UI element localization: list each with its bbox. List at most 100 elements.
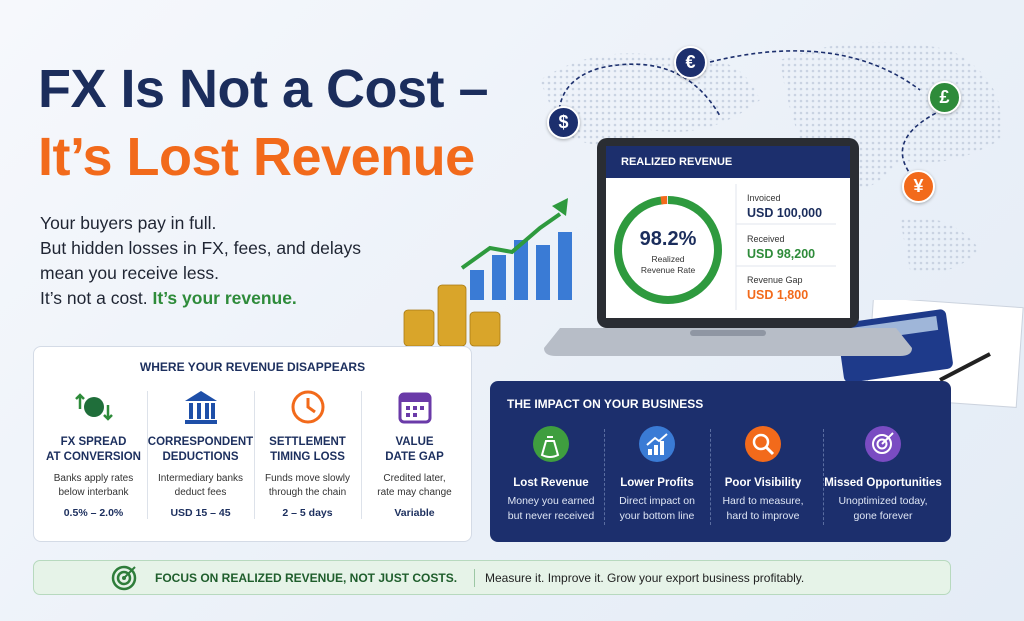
intro-line: But hidden losses in FX, fees, and delay… (40, 238, 362, 258)
impact-title: THE IMPACT ON YOUR BUSINESS (507, 397, 704, 411)
loss-title-line: CORRESPONDENT (147, 436, 254, 448)
title-line-1: FX Is Not a Cost – (38, 59, 489, 119)
stat-label: Invoiced (747, 193, 781, 203)
impact-title: Missed Opportunities (824, 477, 942, 489)
intro-closing: It’s not a cost. It’s your revenue. (40, 286, 361, 311)
rate-label-line: Revenue Rate (640, 265, 696, 275)
footer-divider (474, 569, 475, 587)
impact-description: Hard to measure, hard to improve (710, 494, 816, 524)
currency-symbol: £ (928, 81, 961, 114)
impact-title: Lost Revenue (513, 477, 589, 489)
loss-icon (398, 392, 431, 424)
loss-item: VALUE DATE GAP Credited later, rate may cha… (361, 387, 468, 527)
loss-description: Intermediary banks deduct fees (147, 472, 254, 500)
stat-label: Received (747, 234, 785, 244)
stat-value: USD 100,000 (747, 206, 823, 220)
stat-value: USD 1,800 (747, 288, 809, 302)
loss-value: Variable (394, 507, 435, 519)
impact-title: Poor Visibility (724, 477, 802, 489)
loss-item: SETTLEMENT TIMING LOSS Funds move slowly th… (254, 387, 361, 527)
impact-item: Lower Profits Direct impact on your bottom… (604, 425, 710, 524)
loss-description-line: through the chain (268, 487, 347, 498)
impact-title: Lower Profits (620, 477, 694, 489)
loss-title: SETTLEMENT TIMING LOSS (254, 435, 361, 467)
growth-illustration (403, 198, 572, 347)
loss-item: FX SPREAD AT CONVERSION Banks apply rates b… (40, 387, 147, 527)
loss-icon (74, 393, 113, 421)
loss-title-line: VALUE (395, 436, 434, 448)
impact-icon (745, 426, 781, 462)
loss-title-line: AT CONVERSION (46, 451, 141, 463)
impact-item: Lost Revenue Money you earned but never re… (498, 425, 604, 524)
loss-icon (184, 391, 217, 424)
laptop (544, 138, 912, 356)
loss-item: CORRESPONDENT DEDUCTIONS Intermediary bank… (147, 387, 254, 527)
loss-description-line: Banks apply rates (53, 473, 134, 484)
loss-divider (254, 391, 255, 519)
intro-line: Your buyers pay in full. (40, 213, 217, 233)
loss-title-line: SETTLEMENT (269, 436, 346, 448)
impact-description-line: Hard to measure, (722, 495, 804, 507)
loss-value: 0.5% – 2.0% (63, 507, 124, 519)
loss-title-line: DEDUCTIONS (162, 451, 239, 463)
closing-emphasis: It’s your revenue. (152, 288, 297, 308)
loss-value: USD 15 – 45 (170, 507, 231, 519)
loss-description-line: deduct fees (174, 487, 227, 498)
impact-description-line: Money you earned (507, 495, 595, 507)
intro-lines: Your buyers pay in full. But hidden losse… (40, 211, 361, 286)
loss-title: VALUE DATE GAP (361, 435, 468, 467)
impact-icon (533, 426, 569, 462)
loss-description: Banks apply rates below interbank (40, 472, 147, 500)
loss-description-line: Credited later, (383, 473, 446, 484)
loss-description-line: rate may change (377, 487, 452, 498)
impact-description-line: your bottom line (619, 510, 695, 522)
loss-title-line: DATE GAP (385, 451, 444, 463)
loss-title: FX SPREAD AT CONVERSION (40, 435, 147, 467)
loss-description: Funds move slowly through the chain (254, 472, 361, 500)
currency-symbol: $ (547, 106, 580, 139)
impact-description-line: Direct impact on (619, 495, 695, 507)
dashboard-title: REALIZED REVENUE (621, 156, 733, 168)
closing-plain: It’s not a cost. (40, 288, 148, 308)
impact-description-line: gone forever (853, 510, 913, 522)
impact-divider (604, 429, 605, 525)
intro: Your buyers pay in full. But hidden losse… (40, 211, 361, 311)
world-map-decoration (540, 42, 1002, 273)
losses-title: WHERE YOUR REVENUE DISAPPEARS (139, 360, 366, 374)
realized-rate: 98.2% (639, 228, 697, 250)
loss-divider (147, 391, 148, 519)
losses-panel: WHERE YOUR REVENUE DISAPPEARS FX SPREAD A… (33, 346, 472, 542)
loss-title: CORRESPONDENT DEDUCTIONS (147, 435, 254, 467)
impact-description-line: hard to improve (726, 510, 800, 522)
impact-description: Direct impact on your bottom line (604, 494, 710, 524)
stat-label: Revenue Gap (747, 275, 803, 285)
loss-title-line: TIMING LOSS (270, 451, 345, 463)
loss-value: 2 – 5 days (282, 507, 333, 519)
footer-heading: FOCUS ON REALIZED REVENUE, NOT JUST COST… (155, 571, 458, 585)
rate-label-line: Realized (651, 254, 685, 264)
impact-description: Unoptimized today, gone forever (816, 494, 950, 524)
impact-description: Money you earned but never received (498, 494, 604, 524)
title-line-2: It’s Lost Revenue (38, 127, 475, 187)
currency-symbol: ¥ (902, 170, 935, 203)
impact-icon (865, 426, 901, 462)
target-icon (111, 565, 137, 591)
impact-divider (823, 429, 824, 525)
loss-description-line: Intermediary banks (157, 473, 244, 484)
loss-description-line: below interbank (58, 487, 129, 498)
rate-label: Realized Revenue Rate (618, 254, 718, 276)
impact-item: Missed Opportunities Unoptimized today, go… (816, 425, 950, 524)
currency-symbol: € (674, 46, 707, 79)
impact-divider (710, 429, 711, 525)
loss-title-line: FX SPREAD (60, 436, 127, 448)
impact-description-line: but never received (507, 510, 595, 522)
stat-value: USD 98,200 (747, 247, 816, 261)
impact-icon (639, 426, 675, 462)
footer: FOCUS ON REALIZED REVENUE, NOT JUST COST… (33, 560, 951, 595)
intro-line: mean you receive less. (40, 263, 219, 283)
loss-description: Credited later, rate may change (361, 472, 468, 500)
loss-divider (361, 391, 362, 519)
loss-icon (291, 390, 324, 424)
footer-text: Measure it. Improve it. Grow your export… (485, 571, 805, 585)
